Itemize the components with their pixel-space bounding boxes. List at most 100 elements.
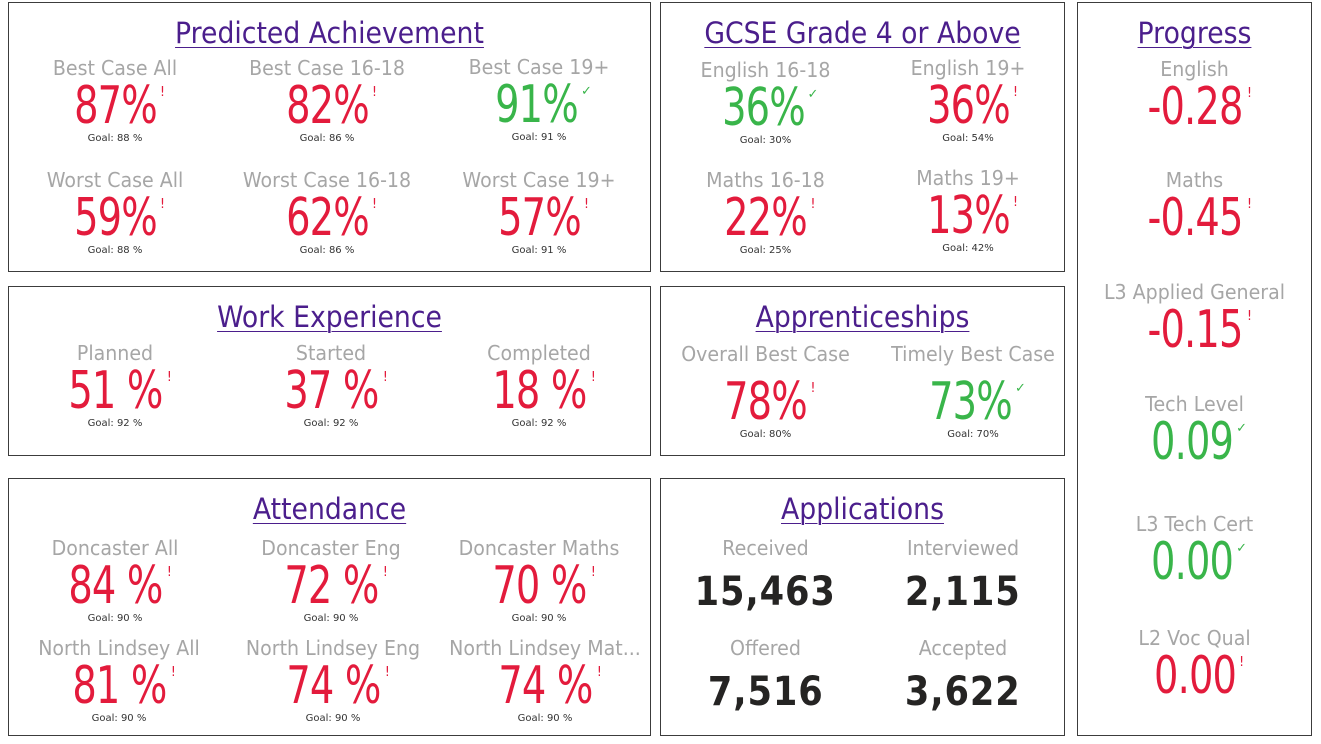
alert-icon: ! — [384, 665, 391, 680]
alert-icon: ! — [382, 370, 389, 385]
kpi-goal: Goal: 25% — [739, 245, 792, 256]
kpi-goal: Goal: 90 % — [511, 613, 567, 624]
card-title[interactable]: Progress — [1137, 16, 1252, 50]
kpi-value: 74 % — [286, 656, 381, 716]
kpi-goal: Goal: 54% — [942, 133, 994, 144]
kpi-offered[interactable]: Offered 7,516 — [663, 636, 868, 712]
kpi-worst-case-all[interactable]: Worst Case All 59%! Goal: 88 % — [9, 168, 221, 257]
kpi-worst-case-19plus[interactable]: Worst Case 19+ 57%! Goal: 91 % — [433, 168, 645, 257]
kpi-value: 36% — [721, 78, 806, 138]
alert-icon: ! — [371, 85, 378, 100]
progress-card[interactable]: Progress English -0.28! Maths -0.45! L3 … — [1077, 2, 1312, 736]
kpi-best-case-16-18[interactable]: Best Case 16-18 82%! Goal: 86 % — [221, 56, 433, 145]
kpi-value: 18 % — [492, 361, 587, 421]
alert-icon: ! — [1246, 309, 1253, 324]
alert-icon: ! — [1012, 195, 1019, 210]
gcse-grade-4-card[interactable]: GCSE Grade 4 or Above English 16-18 36% ✓… — [660, 2, 1065, 272]
kpi-goal: Goal: 90 % — [517, 713, 573, 724]
kpi-value: 15,463 — [694, 569, 837, 615]
kpi-progress-l3-applied-general[interactable]: L3 Applied General -0.15! — [1078, 280, 1311, 356]
card-title[interactable]: Attendance — [252, 492, 407, 526]
kpi-maths-16-18[interactable]: Maths 16-18 22%! Goal: 25% — [663, 168, 868, 257]
kpi-english-16-18[interactable]: English 16-18 36% ✓ Goal: 30% — [663, 58, 868, 147]
kpi-overall-best-case[interactable]: Overall Best Case 78%! Goal: 80% — [663, 342, 868, 441]
kpi-goal: Goal: 42% — [942, 243, 994, 254]
alert-icon: ! — [810, 197, 816, 212]
check-icon: ✓ — [581, 84, 592, 99]
apprenticeships-card[interactable]: Apprenticeships Overall Best Case 78%! G… — [660, 286, 1065, 456]
kpi-progress-maths[interactable]: Maths -0.45! — [1078, 168, 1311, 244]
alert-icon: ! — [1238, 655, 1245, 670]
kpi-doncaster-all[interactable]: Doncaster All 84 %! Goal: 90 % — [9, 536, 221, 625]
alert-icon: ! — [1246, 197, 1253, 212]
alert-icon: ! — [159, 197, 166, 212]
kpi-value: 57% — [497, 188, 582, 248]
predicted-achievement-card[interactable]: Predicted Achievement Best Case All 87%!… — [8, 2, 651, 272]
kpi-planned[interactable]: Planned 51 %! Goal: 92 % — [9, 341, 221, 430]
kpi-best-case-all[interactable]: Best Case All 87%! Goal: 88 % — [9, 56, 221, 145]
work-experience-card[interactable]: Work Experience Planned 51 %! Goal: 92 %… — [8, 286, 651, 456]
card-title[interactable]: Predicted Achievement — [175, 16, 484, 50]
kpi-label: Accepted — [918, 636, 1008, 660]
kpi-value: 73% — [929, 372, 1013, 432]
kpi-value: 59% — [73, 188, 158, 248]
kpi-value: -0.45 — [1147, 188, 1243, 248]
kpi-timely-best-case[interactable]: Timely Best Case 73% ✓ Goal: 70% — [868, 342, 1078, 441]
applications-card[interactable]: Applications Received 15,463 Interviewed… — [660, 478, 1065, 736]
kpi-value: 78% — [724, 372, 808, 432]
kpi-progress-l3-tech-cert[interactable]: L3 Tech Cert 0.00 ✓ — [1078, 512, 1311, 588]
kpi-goal: Goal: 86 % — [299, 133, 355, 144]
kpi-goal: Goal: 90 % — [87, 613, 143, 624]
kpi-received[interactable]: Received 15,463 — [663, 536, 868, 612]
kpi-value: 70 % — [492, 556, 587, 616]
alert-icon: ! — [590, 370, 597, 385]
check-icon: ✓ — [807, 87, 819, 102]
kpi-north-lindsey-all[interactable]: North Lindsey All 81 %! Goal: 90 % — [9, 636, 229, 725]
kpi-english-19plus[interactable]: English 19+ 36%! Goal: 54% — [868, 56, 1068, 145]
card-title[interactable]: Applications — [781, 492, 944, 526]
kpi-value: 82% — [285, 76, 370, 136]
check-icon: ✓ — [1236, 421, 1248, 436]
kpi-started[interactable]: Started 37 %! Goal: 92 % — [221, 341, 441, 430]
kpi-value: -0.15 — [1147, 300, 1243, 360]
kpi-doncaster-maths[interactable]: Doncaster Maths 70 %! Goal: 90 % — [433, 536, 645, 625]
kpi-completed[interactable]: Completed 18 %! Goal: 92 % — [433, 341, 645, 430]
kpi-value: 0.00 — [1153, 646, 1237, 706]
kpi-value: 2,115 — [905, 569, 1021, 615]
alert-icon: ! — [583, 197, 590, 212]
card-title[interactable]: Work Experience — [217, 300, 442, 334]
kpi-interviewed[interactable]: Interviewed 2,115 — [858, 536, 1068, 612]
kpi-value: 22% — [724, 188, 808, 248]
kpi-value: 62% — [285, 188, 370, 248]
alert-icon: ! — [810, 381, 816, 396]
kpi-progress-english[interactable]: English -0.28! — [1078, 57, 1311, 133]
kpi-goal: Goal: 90 % — [303, 613, 359, 624]
alert-icon: ! — [596, 665, 603, 680]
attendance-card[interactable]: Attendance Doncaster All 84 %! Goal: 90 … — [8, 478, 651, 736]
kpi-doncaster-eng[interactable]: Doncaster Eng 72 %! Goal: 90 % — [221, 536, 441, 625]
kpi-label: Timely Best Case — [891, 342, 1055, 366]
check-icon: ✓ — [1015, 381, 1026, 396]
kpi-best-case-19plus[interactable]: Best Case 19+ 91% ✓ Goal: 91 % — [433, 55, 645, 144]
kpi-north-lindsey-maths[interactable]: North Lindsey Mat... 74 %! Goal: 90 % — [443, 636, 647, 725]
kpi-maths-19plus[interactable]: Maths 19+ 13%! Goal: 42% — [868, 166, 1068, 255]
alert-icon: ! — [371, 197, 378, 212]
alert-icon: ! — [166, 370, 173, 385]
kpi-value: 84 % — [68, 556, 163, 616]
kpi-progress-tech-level[interactable]: Tech Level 0.09 ✓ — [1078, 392, 1311, 468]
kpi-value: -0.28 — [1147, 77, 1243, 137]
kpi-goal: Goal: 92 % — [87, 418, 143, 429]
alert-icon: ! — [159, 85, 166, 100]
kpi-progress-l2-voc-qual[interactable]: L2 Voc Qual 0.00! — [1078, 626, 1311, 702]
kpi-worst-case-16-18[interactable]: Worst Case 16-18 62%! Goal: 86 % — [221, 168, 433, 257]
card-title[interactable]: GCSE Grade 4 or Above — [704, 16, 1021, 50]
card-title[interactable]: Apprenticeships — [755, 300, 970, 334]
kpi-value: 37 % — [284, 361, 379, 421]
kpi-goal: Goal: 80% — [739, 429, 792, 440]
kpi-label: Overall Best Case — [681, 342, 850, 366]
kpi-value: 74 % — [498, 656, 593, 716]
kpi-goal: Goal: 30% — [739, 135, 792, 146]
kpi-north-lindsey-eng[interactable]: North Lindsey Eng 74 %! Goal: 90 % — [223, 636, 443, 725]
kpi-accepted[interactable]: Accepted 3,622 — [858, 636, 1068, 712]
alert-icon: ! — [1012, 85, 1019, 100]
